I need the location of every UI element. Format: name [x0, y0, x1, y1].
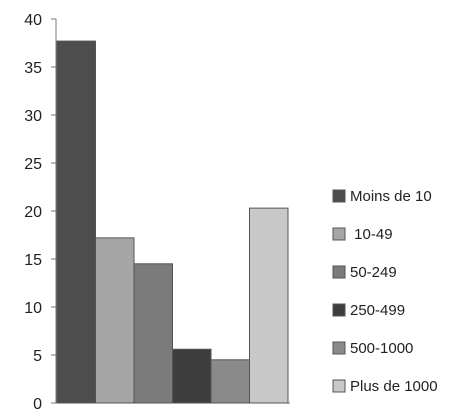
legend-label: 50-249	[350, 264, 397, 281]
y-tick-label: 40	[24, 12, 42, 29]
y-axis: 0 5 10 15 20 25 30 35 40	[24, 12, 290, 410]
y-tick-label: 5	[33, 348, 42, 365]
y-tick-label: 20	[24, 204, 42, 221]
legend-label: 250-499	[350, 302, 405, 319]
y-tick-label: 35	[24, 60, 42, 77]
legend-item: 250-499	[332, 302, 405, 319]
legend-swatch	[332, 379, 346, 393]
legend-swatch	[332, 303, 346, 317]
legend-item: Moins de 10	[332, 188, 432, 205]
legend-label: Plus de 1000	[350, 378, 438, 395]
legend-swatch	[332, 265, 346, 279]
legend-swatch	[332, 227, 346, 241]
y-tick-label: 10	[24, 300, 42, 317]
legend-item: 10-49	[332, 226, 393, 243]
bar	[56, 40, 96, 404]
bar	[172, 348, 212, 404]
legend: Moins de 10 10-49 50-249 250-499 500-1000 Pl…	[332, 188, 438, 395]
bar	[210, 359, 250, 404]
bars	[56, 40, 289, 404]
legend-label: 500-1000	[350, 340, 413, 357]
legend-item: 50-249	[332, 264, 397, 281]
bar	[133, 263, 173, 404]
y-tick-label: 30	[24, 108, 42, 125]
legend-swatch	[332, 189, 346, 203]
bar	[249, 207, 289, 404]
y-tick-label: 15	[24, 252, 42, 269]
legend-label: Moins de 10	[350, 188, 432, 205]
bar	[95, 237, 135, 404]
y-tick-label: 0	[33, 396, 42, 410]
legend-item: Plus de 1000	[332, 378, 438, 395]
legend-item: 500-1000	[332, 340, 413, 357]
y-tick-label: 25	[24, 156, 42, 173]
legend-label: 10-49	[350, 226, 393, 243]
legend-swatch	[332, 341, 346, 355]
